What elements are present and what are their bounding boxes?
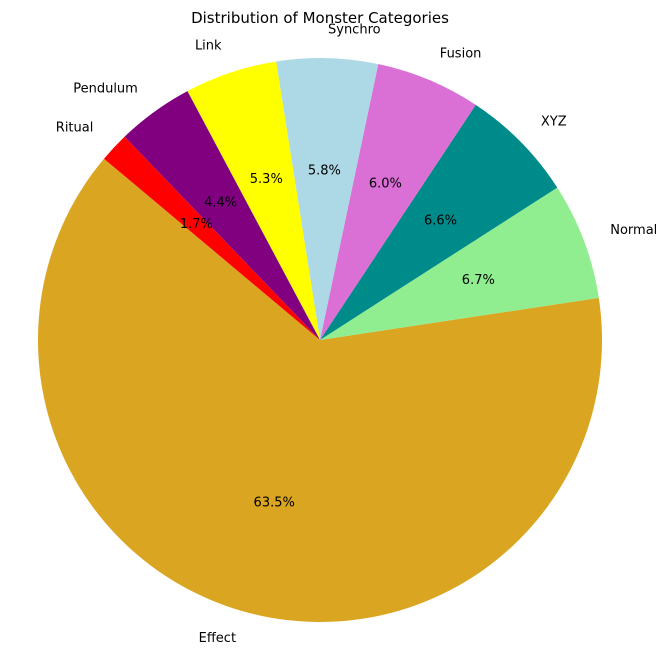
- slice-label-effect: Effect: [199, 631, 236, 646]
- slice-synchro: [276, 58, 379, 341]
- slice-link: [187, 61, 320, 340]
- slice-pct-link: 5.3%: [250, 172, 283, 187]
- slice-label-normal: Normal: [610, 223, 657, 238]
- slice-xyz: [320, 104, 558, 340]
- slice-label-synchro: Synchro: [328, 22, 381, 37]
- slice-label-link: Link: [195, 38, 222, 53]
- slice-pct-xyz: 6.6%: [424, 214, 457, 229]
- slice-ritual: [103, 136, 320, 340]
- slice-pct-effect: 63.5%: [254, 495, 295, 510]
- slice-pct-synchro: 5.8%: [308, 163, 341, 178]
- slice-pendulum: [124, 91, 321, 341]
- slice-effect: [38, 158, 603, 622]
- slice-label-ritual: Ritual: [56, 121, 94, 136]
- slice-pct-pendulum: 4.4%: [204, 196, 237, 211]
- chart-title: Distribution of Monster Categories: [191, 9, 449, 27]
- slice-label-pendulum: Pendulum: [73, 81, 138, 96]
- slice-pct-normal: 6.7%: [462, 273, 495, 288]
- slice-fusion: [320, 64, 476, 340]
- slice-label-xyz: XYZ: [541, 115, 567, 130]
- slice-pct-ritual: 1.7%: [180, 217, 213, 232]
- pie-labels: Effect 63.5% Normal 6.7% XYZ 6.6% Fusion 6.0% Sy…: [56, 22, 658, 646]
- slice-normal: [320, 187, 599, 340]
- pie-slices: [38, 58, 603, 622]
- slice-pct-fusion: 6.0%: [369, 176, 402, 191]
- slice-label-fusion: Fusion: [440, 46, 482, 61]
